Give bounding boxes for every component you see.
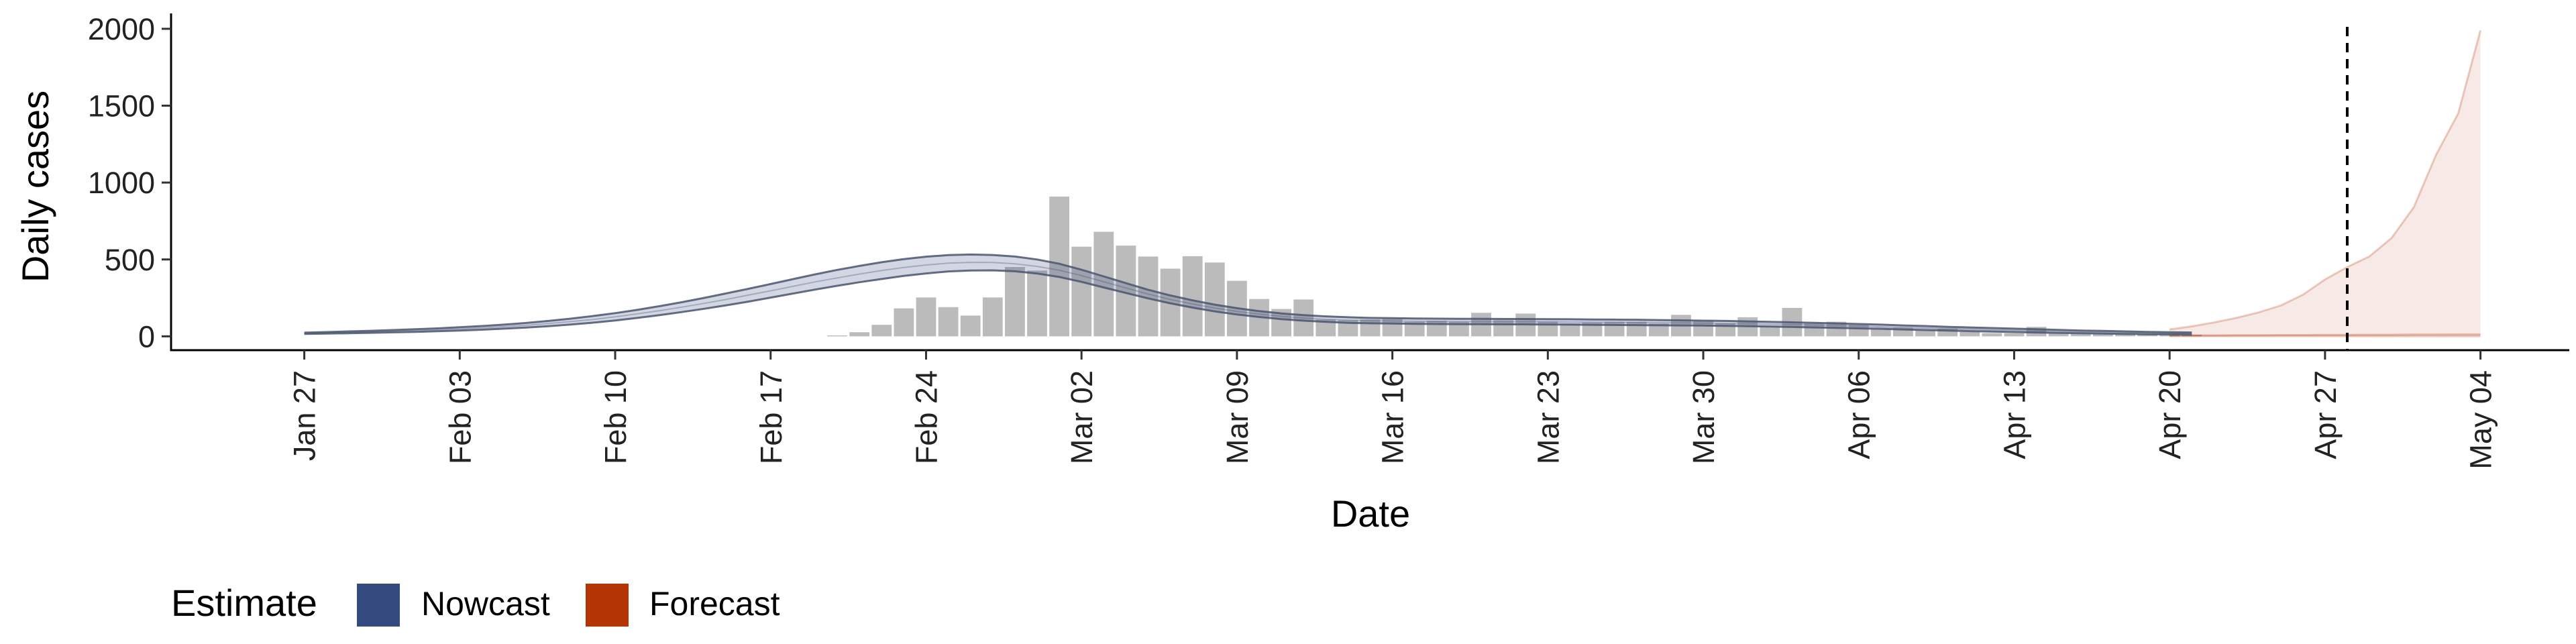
reported-cases-bar [1493,320,1513,337]
reported-cases-bar [1449,321,1469,337]
reported-cases-bar [1027,270,1047,337]
x-tick-label: May 04 [2464,370,2498,470]
reported-cases-bar [1382,319,1403,337]
x-tick-label: Feb 17 [754,370,788,464]
reported-cases-bar [2093,333,2113,337]
reported-cases-bar [2182,335,2202,337]
legend: Estimate Nowcast Forecast [171,582,780,627]
x-tick-label: Feb 03 [443,370,477,464]
forecast-interval-band [2169,30,2481,337]
reported-cases-bar [982,297,1003,337]
reported-cases-bar [894,308,914,337]
reported-cases-bar [1182,256,1203,337]
reported-cases-bar [1093,231,1114,337]
reported-cases-bar [2048,333,2069,337]
legend-label-forecast: Forecast [649,585,780,623]
y-tick-label: 1500 [88,89,155,123]
axes: 0 500 1000 1500 2000 Jan 27 Feb 03 Feb 10 Feb 17… [88,12,2569,470]
legend-swatch-nowcast [357,584,400,627]
forecast-median-line [2169,333,2481,337]
reported-cases-bar [1204,262,1225,337]
reported-cases-bar [849,332,870,337]
x-tick-label: Apr 13 [1998,370,2032,460]
reported-cases-bar [1960,331,1980,337]
reported-cases-bar [1982,333,2002,337]
x-axis-title: Date [1331,492,1410,535]
x-tick-label: Jan 27 [288,370,322,461]
y-axis-title: Daily cases [14,91,56,282]
x-tick-label: Feb 10 [598,370,633,464]
nowcast-lower-line [304,269,2192,336]
reported-cases-bar [1071,246,1092,337]
reported-cases-bar [1937,328,1958,337]
reported-cases-bar [827,335,847,337]
x-tick-label: Mar 16 [1376,370,1410,464]
forecast-series [2169,30,2482,337]
reported-cases-bar [1005,267,1025,337]
reported-cases-bar [2004,333,2025,337]
x-tick-label: Mar 09 [1220,370,1254,464]
reported-cases-bar [1870,329,1891,337]
nowcast-interval-band [304,254,2192,335]
y-tick-label: 1000 [88,166,155,200]
reported-cases-bar [1404,321,1425,337]
nowcast-series [304,253,2192,336]
legend-label-nowcast: Nowcast [421,585,550,623]
reported-cases-bar [871,325,892,337]
reported-cases-bar [960,315,981,337]
reported-cases-bar [1915,330,1935,337]
x-tick-label: Apr 27 [2308,370,2343,460]
x-tick-label: Apr 20 [2153,370,2187,460]
reported-cases-bar [2115,333,2135,337]
nowcast-median-line [304,262,2192,335]
reported-cases-bar [2070,333,2091,337]
reported-cases-bar [1760,326,1780,337]
x-tick-label: Mar 30 [1686,370,1721,464]
reported-cases-bar [1693,320,1713,337]
x-tick-label: Apr 06 [1842,370,1876,460]
reported-cases-bar [1826,321,1847,337]
nowcast-upper-line [304,253,2192,334]
y-tick-label: 500 [105,243,155,277]
reported-cases-bar [1560,323,1580,337]
y-tick-label: 0 [138,319,155,354]
y-tick-label: 2000 [88,12,155,46]
x-tick-label: Mar 23 [1531,370,1565,464]
reported-cases-bar [938,307,959,337]
reported-cases-bar [916,297,936,337]
reported-cases-bar [1582,322,1603,337]
x-tick-label: Feb 24 [910,370,944,464]
reported-cases-bar [1293,299,1314,337]
legend-swatch-forecast [586,584,629,627]
x-tick-label: Mar 02 [1065,370,1099,464]
forecast-upper-line [2169,30,2482,331]
legend-title: Estimate [171,582,317,624]
reported-cases-bar [2159,334,2180,337]
reported-cases-bar [1648,323,1669,337]
